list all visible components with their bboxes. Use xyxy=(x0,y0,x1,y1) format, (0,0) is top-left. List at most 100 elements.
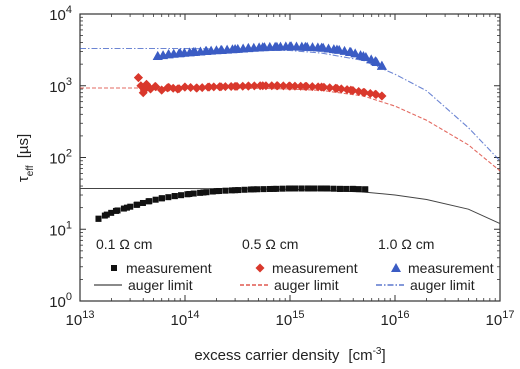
measurement-point xyxy=(108,209,115,216)
legend-auger-label: auger limit xyxy=(128,277,193,293)
measurement-point xyxy=(316,42,327,52)
y-axis-sub: eff xyxy=(25,165,36,176)
measurement-point xyxy=(163,49,174,59)
measurement-point xyxy=(186,190,193,197)
measurement-point xyxy=(305,185,312,192)
measurement-point xyxy=(157,85,167,95)
x-tick-label: 1017 xyxy=(486,309,515,329)
measurement-point xyxy=(358,87,368,97)
measurement-point xyxy=(230,81,240,91)
measurement-point xyxy=(158,195,165,202)
measurement-point xyxy=(377,91,387,101)
measurement-point xyxy=(188,47,199,57)
measurement-point xyxy=(249,81,259,91)
measurement-point xyxy=(123,204,130,211)
measurement-point xyxy=(209,188,216,195)
y-tick-label: 100 xyxy=(49,291,72,311)
measurement-point xyxy=(346,85,356,95)
measurement-point xyxy=(358,50,369,60)
measurement-point xyxy=(362,186,369,193)
measurement-point xyxy=(266,185,273,192)
measurement-point xyxy=(190,190,197,197)
measurement-point xyxy=(200,189,207,196)
measurement-point xyxy=(178,192,185,199)
x-tick-label: 1013 xyxy=(66,309,95,329)
auger-limit-line xyxy=(80,47,501,162)
measurement-point xyxy=(138,88,148,98)
measurement-point xyxy=(300,81,310,91)
y-tick-label: 102 xyxy=(49,148,72,168)
x-axis-label: excess carrier density [cm-3] xyxy=(194,346,385,364)
measurement-point xyxy=(180,82,190,92)
measurement-point xyxy=(322,185,329,192)
series-1 xyxy=(80,73,501,172)
auger-limit-line xyxy=(80,188,501,225)
measurement-point xyxy=(290,81,300,91)
measurement-point xyxy=(376,60,387,70)
legend-group-title: 0.5 Ω cm xyxy=(242,236,298,252)
measurement-point xyxy=(215,44,226,54)
measurement-point xyxy=(298,185,305,192)
legend-group-title: 1.0 Ω cm xyxy=(378,236,434,252)
measurement-point xyxy=(258,81,268,91)
measurement-point xyxy=(343,185,350,192)
measurement-point xyxy=(171,193,178,200)
legend-measurement-marker xyxy=(111,265,117,271)
axis-ticks: 1013 1014 1015 1016 1017 100 101 102 103 104 xyxy=(49,4,514,329)
measurement-point xyxy=(228,187,235,194)
measurement-point xyxy=(330,185,337,192)
measurement-point xyxy=(164,82,174,92)
measurement-point xyxy=(317,185,324,192)
measurement-point xyxy=(270,185,277,192)
measurement-point xyxy=(345,47,356,57)
measurement-point xyxy=(112,207,119,214)
measurement-point xyxy=(243,43,254,53)
x-tick-label: 1014 xyxy=(171,309,200,329)
measurement-point xyxy=(307,82,317,92)
measurement-point xyxy=(292,185,299,192)
measurement-point xyxy=(300,41,311,51)
x-axis-unit-sup: -3 xyxy=(373,346,382,357)
measurement-point xyxy=(257,42,268,52)
legend-measurement-marker xyxy=(255,263,265,273)
measurement-point xyxy=(192,83,202,93)
measurement-point xyxy=(222,187,229,194)
measurement-point xyxy=(165,194,172,201)
measurement-point xyxy=(175,48,186,58)
x-tick-label: 1015 xyxy=(276,309,305,329)
y-axis-label: τeff[µs] xyxy=(15,134,36,182)
measurement-point xyxy=(216,82,226,92)
measurement-point xyxy=(186,82,196,92)
measurement-point xyxy=(278,81,288,91)
measurement-point xyxy=(230,44,241,54)
measurement-point xyxy=(331,44,342,54)
measurement-point xyxy=(271,41,282,51)
legend-measurement-label: measurement xyxy=(272,260,358,276)
y-tick-label: 103 xyxy=(49,76,72,96)
measurement-point xyxy=(238,81,248,91)
series-layer xyxy=(80,41,501,225)
measurement-point xyxy=(260,186,267,193)
measurement-point xyxy=(311,185,318,192)
measurement-point xyxy=(272,81,282,91)
legend-measurement-label: measurement xyxy=(126,260,212,276)
legend-auger-label: auger limit xyxy=(274,277,339,293)
measurement-point xyxy=(285,41,295,51)
legend-measurement-label: measurement xyxy=(408,260,494,276)
measurement-point xyxy=(204,82,214,92)
measurement-point xyxy=(279,185,286,192)
legend-group-title: 0.1 Ω cm xyxy=(96,236,152,252)
measurement-point xyxy=(241,186,248,193)
measurement-point xyxy=(325,83,335,93)
measurement-point xyxy=(287,185,293,192)
measurement-point xyxy=(296,81,306,91)
measurement-point xyxy=(350,185,357,192)
measurement-point xyxy=(201,46,212,56)
measurement-point xyxy=(152,50,163,60)
measurement-point xyxy=(370,89,380,99)
measurement-point xyxy=(317,82,327,92)
y-tick-label: 104 xyxy=(49,4,72,24)
measurement-point xyxy=(197,189,204,196)
